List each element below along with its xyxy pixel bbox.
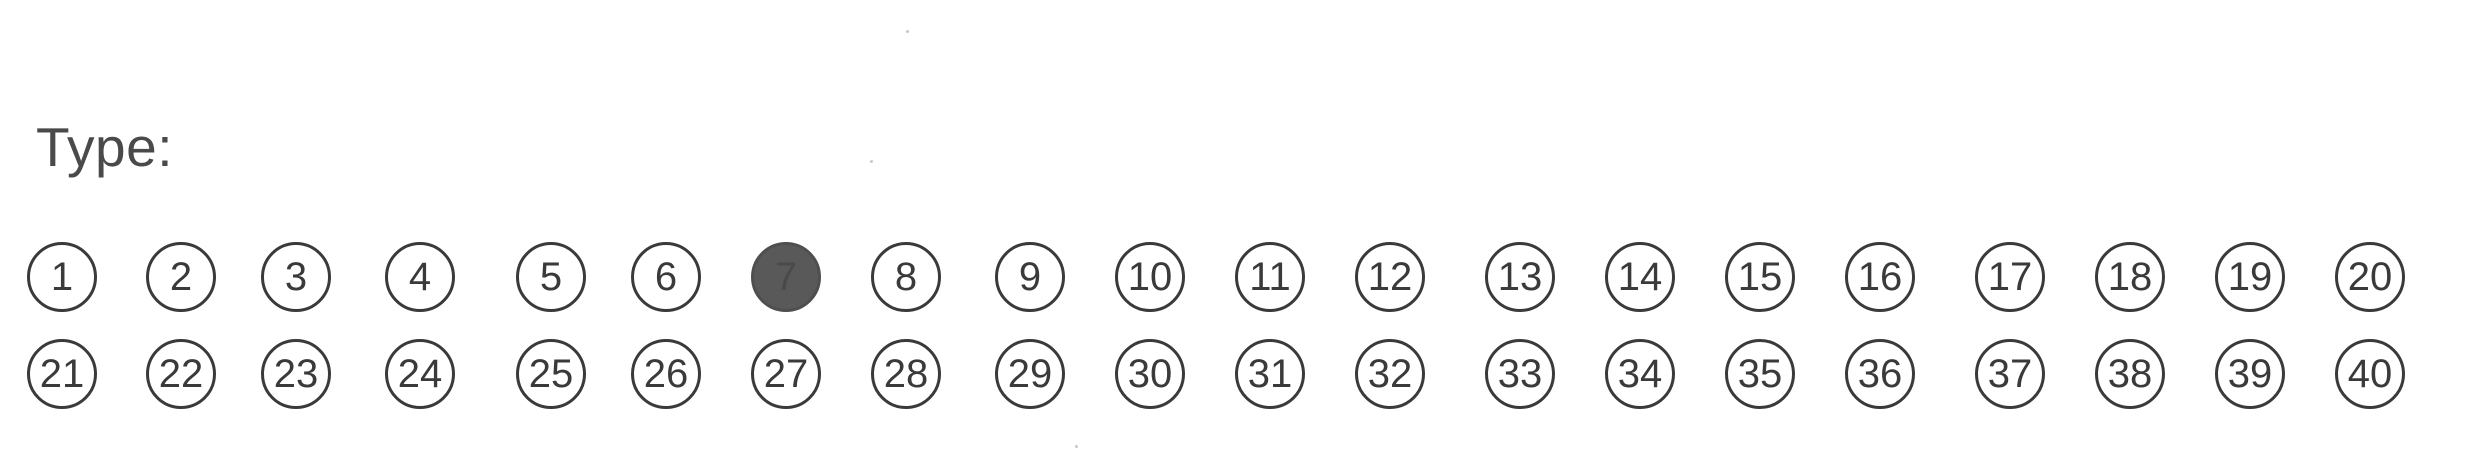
type-option-label: 12 <box>1367 255 1413 299</box>
type-option-label: 9 <box>1018 255 1042 299</box>
type-option-27[interactable]: 27 <box>751 339 821 409</box>
type-option-label: 18 <box>2107 255 2153 299</box>
type-option-25[interactable]: 25 <box>516 339 586 409</box>
type-option-label: 37 <box>1987 352 2033 396</box>
type-option-35[interactable]: 35 <box>1725 339 1795 409</box>
type-option-1[interactable]: 1 <box>27 242 97 312</box>
type-option-label: 6 <box>654 255 678 299</box>
type-option-label: 8 <box>894 255 918 299</box>
type-option-31[interactable]: 31 <box>1235 339 1305 409</box>
type-option-5[interactable]: 5 <box>516 242 586 312</box>
type-option-23[interactable]: 23 <box>261 339 331 409</box>
type-option-36[interactable]: 36 <box>1845 339 1915 409</box>
type-option-26[interactable]: 26 <box>631 339 701 409</box>
type-option-label: 24 <box>397 352 443 396</box>
type-option-20[interactable]: 20 <box>2335 242 2405 312</box>
type-option-label: 13 <box>1497 255 1543 299</box>
type-option-13[interactable]: 13 <box>1485 242 1555 312</box>
type-option-7[interactable]: 7 <box>751 242 821 312</box>
type-option-21[interactable]: 21 <box>27 339 97 409</box>
type-option-38[interactable]: 38 <box>2095 339 2165 409</box>
type-option-3[interactable]: 3 <box>261 242 331 312</box>
type-option-label: 17 <box>1987 255 2033 299</box>
type-option-label: 32 <box>1367 352 1413 396</box>
type-option-label: 2 <box>169 255 193 299</box>
type-option-8[interactable]: 8 <box>871 242 941 312</box>
type-option-label: 33 <box>1497 352 1543 396</box>
type-option-label: 26 <box>643 352 689 396</box>
type-option-16[interactable]: 16 <box>1845 242 1915 312</box>
type-option-24[interactable]: 24 <box>385 339 455 409</box>
type-option-22[interactable]: 22 <box>146 339 216 409</box>
scan-speck <box>906 30 909 33</box>
type-option-12[interactable]: 12 <box>1355 242 1425 312</box>
type-option-32[interactable]: 32 <box>1355 339 1425 409</box>
type-option-18[interactable]: 18 <box>2095 242 2165 312</box>
type-option-label: 11 <box>1249 255 1291 299</box>
type-option-label: 39 <box>2227 352 2273 396</box>
type-option-label: 1 <box>50 255 74 299</box>
type-option-9[interactable]: 9 <box>995 242 1065 312</box>
type-option-2[interactable]: 2 <box>146 242 216 312</box>
type-option-label: 14 <box>1617 255 1663 299</box>
type-option-label: 28 <box>883 352 929 396</box>
type-option-33[interactable]: 33 <box>1485 339 1555 409</box>
type-option-label: 25 <box>528 352 574 396</box>
type-option-label: 34 <box>1617 352 1663 396</box>
type-option-10[interactable]: 10 <box>1115 242 1185 312</box>
type-option-label: 38 <box>2107 352 2153 396</box>
type-option-label: 40 <box>2347 352 2393 396</box>
type-option-label: 19 <box>2227 255 2273 299</box>
type-option-label: 7 <box>774 255 798 299</box>
type-option-label: 15 <box>1737 255 1783 299</box>
type-option-30[interactable]: 30 <box>1115 339 1185 409</box>
type-option-label: 29 <box>1007 352 1053 396</box>
type-option-19[interactable]: 19 <box>2215 242 2285 312</box>
type-option-label: 22 <box>158 352 204 396</box>
type-option-label: 31 <box>1247 352 1293 396</box>
type-option-17[interactable]: 17 <box>1975 242 2045 312</box>
type-option-14[interactable]: 14 <box>1605 242 1675 312</box>
type-option-29[interactable]: 29 <box>995 339 1065 409</box>
type-option-label: 5 <box>539 255 563 299</box>
type-option-label: 23 <box>273 352 319 396</box>
type-option-11[interactable]: 11 <box>1235 242 1305 312</box>
type-option-34[interactable]: 34 <box>1605 339 1675 409</box>
type-option-label: 30 <box>1127 352 1173 396</box>
type-option-label: 35 <box>1737 352 1783 396</box>
type-option-4[interactable]: 4 <box>385 242 455 312</box>
type-option-label: 21 <box>39 352 85 396</box>
type-option-label: 10 <box>1127 255 1173 299</box>
type-option-39[interactable]: 39 <box>2215 339 2285 409</box>
type-option-label: 36 <box>1857 352 1903 396</box>
type-label: Type: <box>36 116 174 178</box>
type-option-15[interactable]: 15 <box>1725 242 1795 312</box>
type-option-40[interactable]: 40 <box>2335 339 2405 409</box>
scan-speck <box>1075 445 1078 448</box>
type-option-label: 4 <box>408 255 432 299</box>
type-option-label: 16 <box>1857 255 1903 299</box>
type-option-37[interactable]: 37 <box>1975 339 2045 409</box>
type-option-label: 27 <box>763 352 809 396</box>
type-option-label: 3 <box>284 255 308 299</box>
scan-speck <box>870 160 873 163</box>
type-option-28[interactable]: 28 <box>871 339 941 409</box>
type-option-label: 20 <box>2347 255 2393 299</box>
type-option-6[interactable]: 6 <box>631 242 701 312</box>
